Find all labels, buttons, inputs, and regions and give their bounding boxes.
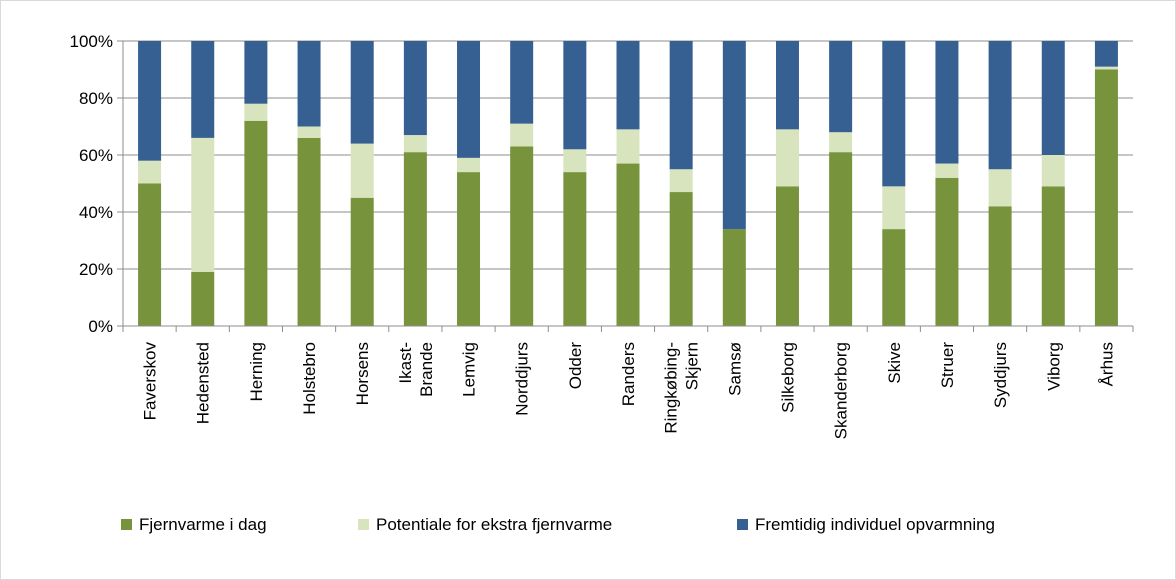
category-label: Odder (566, 342, 585, 390)
bar-segment-series-2 (1094, 66, 1118, 70)
category-label: Lemvig (460, 342, 479, 397)
legend-swatch (121, 519, 132, 530)
bar-segment-series-1 (988, 206, 1012, 326)
category-label: Randers (619, 342, 638, 406)
legend-label: Potentiale for ekstra fjernvarme (376, 515, 612, 534)
bar-segment-series-1 (138, 183, 162, 326)
legend-item: Potentiale for ekstra fjernvarme (358, 515, 612, 534)
legend-item: Fjernvarme i dag (121, 515, 267, 534)
y-tick-label: 20% (79, 260, 113, 279)
bar-segment-series-2 (935, 163, 959, 178)
bar-segment-series-1 (722, 229, 746, 326)
bar-segment-series-1 (616, 163, 640, 326)
axes (117, 40, 1134, 332)
bar-segment-series-1 (403, 152, 427, 326)
category-label: Viborg (1044, 342, 1063, 391)
bar-segment-series-3 (510, 41, 534, 124)
category-label: Århus (1097, 342, 1116, 386)
bar-segment-series-2 (457, 157, 481, 173)
category-label: Silkeborg (778, 342, 797, 413)
bar-segment-series-3 (350, 41, 374, 144)
y-tick-label: 80% (79, 89, 113, 108)
bar-segment-series-1 (669, 192, 693, 326)
bar-segment-series-3 (829, 41, 853, 133)
bar-segment-series-3 (1041, 41, 1065, 155)
bar-segment-series-3 (935, 41, 959, 164)
bar-segment-series-3 (616, 41, 640, 130)
category-label: Faverskov (141, 342, 160, 421)
bar-segment-series-3 (244, 41, 268, 104)
bar-segment-series-1 (510, 146, 534, 326)
bar-segment-series-2 (669, 169, 693, 193)
legend-label: Fremtidig individuel opvarmning (755, 515, 995, 534)
bar-segment-series-2 (297, 126, 321, 138)
category-label: Skjern (683, 342, 702, 390)
bar-segment-series-3 (191, 41, 215, 138)
bar-segment-series-1 (244, 120, 268, 326)
category-label: Skive (885, 342, 904, 384)
bar-segment-series-2 (403, 135, 427, 153)
bar-segment-series-3 (457, 41, 481, 158)
bar-segment-series-2 (244, 103, 268, 121)
category-label: Syddjurs (991, 342, 1010, 408)
bar-segment-series-2 (350, 143, 374, 198)
bar-segment-series-1 (563, 172, 587, 326)
bar-segment-series-2 (563, 149, 587, 173)
bar-segment-series-3 (882, 41, 906, 187)
legend-item: Fremtidig individuel opvarmning (737, 515, 995, 534)
y-tick-label: 100% (70, 32, 113, 51)
bar-segment-series-2 (829, 132, 853, 153)
bar-segment-series-3 (775, 41, 799, 130)
legend-swatch (358, 519, 369, 530)
y-tick-label: 0% (88, 317, 113, 336)
bar-segment-series-3 (138, 41, 162, 161)
y-tick-label: 60% (79, 146, 113, 165)
bar-segment-series-1 (350, 197, 374, 326)
bar-segment-series-1 (1041, 186, 1065, 326)
bar-segment-series-3 (1094, 41, 1118, 67)
bar-segment-series-1 (829, 152, 853, 326)
bar-segment-series-3 (988, 41, 1012, 170)
bar-segment-series-1 (935, 177, 959, 326)
category-label: Hedensted (194, 342, 213, 424)
bar-segment-series-2 (775, 129, 799, 187)
category-labels: Faverskov Hedensted Herning Holstebro Horsen… (141, 342, 1117, 440)
category-label: Herning (247, 342, 266, 402)
bar-segment-series-1 (882, 229, 906, 326)
bar-segment-series-3 (403, 41, 427, 136)
bar-segment-series-1 (191, 271, 215, 326)
bar-segment-series-2 (882, 186, 906, 230)
bar-segment-series-2 (1041, 155, 1065, 187)
bar-segment-series-2 (191, 137, 215, 272)
category-label: Skanderborg (832, 342, 851, 439)
y-tick-labels: 0% 20% 40% 60% 80% 100% (70, 32, 113, 336)
bar-segment-series-1 (775, 186, 799, 326)
bar-segment-series-3 (669, 41, 693, 170)
bar-segment-series-3 (563, 41, 587, 150)
bar-segment-series-2 (988, 169, 1012, 207)
bar-segment-series-1 (457, 172, 481, 326)
bars (138, 41, 1118, 326)
legend: Fjernvarme i dag Potentiale for ekstra fj… (121, 515, 995, 534)
y-tick-label: 40% (79, 203, 113, 222)
category-label: Samsø (725, 342, 744, 396)
legend-swatch (737, 519, 748, 530)
bar-segment-series-3 (722, 41, 746, 230)
category-label: Horsens (353, 342, 372, 405)
category-label: Ringkøbing- (662, 342, 681, 434)
bar-segment-series-1 (297, 137, 321, 326)
bar-segment-series-2 (510, 123, 534, 147)
category-label: Struer (938, 342, 957, 389)
category-label: Ikast- (396, 342, 415, 384)
legend-label: Fjernvarme i dag (139, 515, 267, 534)
bar-segment-series-2 (616, 129, 640, 164)
bar-segment-series-2 (138, 160, 162, 184)
bar-segment-series-3 (297, 41, 321, 127)
category-label: Holstebro (300, 342, 319, 415)
bar-segment-series-1 (1094, 69, 1118, 326)
category-label: Norddjurs (513, 342, 532, 416)
category-label: Brande (417, 342, 436, 397)
